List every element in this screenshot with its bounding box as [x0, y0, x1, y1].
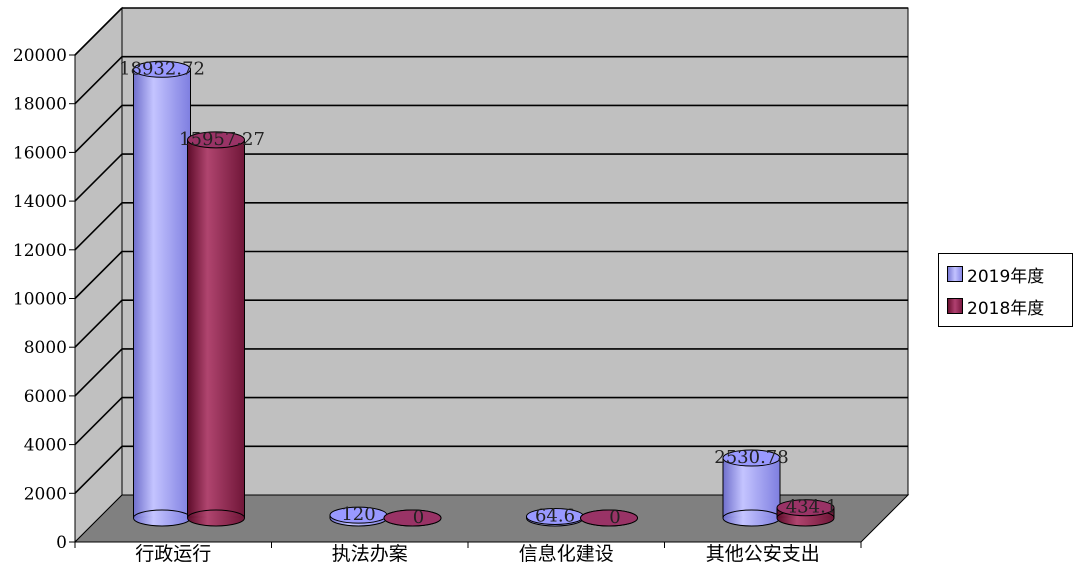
data-label: 18932.72 — [119, 58, 205, 79]
bar-body — [723, 458, 780, 518]
gridline-depth — [74, 445, 123, 494]
x-axis: 行政运行 执法办案 信息化建设 其他公安支出 — [74, 541, 862, 565]
bar-body — [187, 139, 245, 519]
bar-top — [133, 60, 191, 78]
legend-swatch-2018 — [947, 298, 963, 314]
y-tick-label: 8000 — [24, 338, 67, 358]
gridline-depth — [74, 397, 123, 446]
x-tick-label: 执法办案 — [332, 543, 408, 565]
y-tick-label: 10000 — [13, 290, 67, 310]
x-tick-label: 行政运行 — [135, 543, 211, 565]
y-tick-label: 4000 — [24, 436, 67, 456]
bar — [133, 60, 191, 527]
y-tick-label: 2000 — [24, 484, 67, 504]
bar-top — [187, 131, 245, 149]
legend-item-2018: 2018年度 — [947, 295, 1045, 319]
bar — [580, 509, 638, 527]
data-label: 2530.78 — [714, 447, 788, 468]
y-axis: 0 2000 4000 6000 8000 10000 12000 14000 16000 180… — [13, 46, 76, 553]
data-label: 0 — [413, 507, 424, 528]
x-tick-label: 信息化建设 — [519, 543, 614, 565]
y-tick-label: 16000 — [13, 143, 67, 163]
legend-label-2019: 2019年度 — [967, 266, 1045, 287]
bar-top — [776, 499, 835, 517]
data-labels: 18932.72 120 64.6 2530.78 15957.27 0 0 434.1 — [119, 58, 837, 528]
data-label: 434.1 — [786, 497, 838, 518]
y-tick-label: 6000 — [24, 387, 67, 407]
y-tick-label: 18000 — [13, 95, 67, 115]
bar-body-cap — [778, 516, 833, 518]
bar — [383, 509, 442, 527]
bar-body-cap — [188, 516, 244, 518]
x-tick-label: 其他公安支出 — [706, 543, 820, 565]
bar-top — [383, 509, 442, 527]
gridline-depth — [74, 104, 123, 153]
y-tick-label: 0 — [56, 533, 67, 553]
y-tick-label: 20000 — [13, 46, 67, 66]
bar — [526, 507, 584, 527]
bar — [722, 449, 781, 527]
legend-swatch-2019 — [947, 266, 963, 282]
bar — [187, 131, 245, 527]
gridline-depth — [74, 56, 123, 105]
data-label: 64.6 — [535, 505, 575, 526]
bar-body-cap — [134, 516, 190, 518]
y-tick-label: 12000 — [13, 241, 67, 261]
bar — [776, 499, 835, 527]
gridline-depth — [74, 153, 123, 202]
data-label: 15957.27 — [179, 129, 265, 150]
bar-body-cap — [724, 516, 779, 518]
gridline-depth — [74, 250, 123, 300]
legend-label-2018: 2018年度 — [967, 298, 1045, 319]
gridline-depth — [74, 348, 123, 397]
gridlines — [74, 7, 908, 494]
data-label: 0 — [609, 507, 620, 528]
gridline-depth — [74, 299, 123, 348]
legend: 2019年度 2018年度 — [938, 253, 1073, 327]
bar-body — [133, 69, 191, 519]
data-label: 120 — [341, 504, 375, 525]
gridline-depth — [74, 202, 123, 251]
legend-item-2019: 2019年度 — [947, 263, 1045, 287]
y-tick-label: 14000 — [13, 192, 67, 212]
bars — [133, 60, 835, 527]
bar-top — [580, 509, 638, 527]
bar-top — [722, 449, 781, 467]
gridline-depth — [74, 7, 123, 56]
bar — [329, 506, 388, 527]
